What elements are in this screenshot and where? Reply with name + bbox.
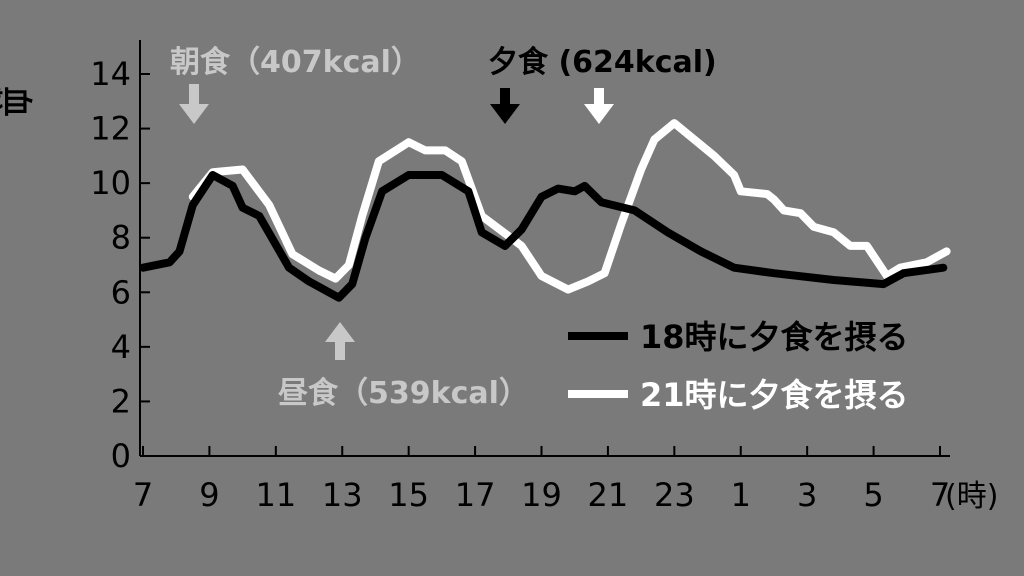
x-tick-label: 17 xyxy=(455,476,496,514)
series-18-line xyxy=(139,171,948,302)
y-tick-label: 14 xyxy=(90,55,131,93)
y-axis-label: 血糖値（mmol/L） xyxy=(0,81,33,118)
x-tick-label: 1 xyxy=(731,476,751,514)
x-tick-label: 7 xyxy=(930,476,950,514)
dinner-18-arrow-icon xyxy=(490,88,520,124)
legend-label-21: 21時に夕食を摂る xyxy=(640,376,909,414)
y-tick-label: 12 xyxy=(90,110,131,148)
y-tick-label: 8 xyxy=(111,219,131,257)
y-tick-label: 6 xyxy=(111,273,131,311)
x-tick-label: 3 xyxy=(797,476,817,514)
legend-label-18: 18時に夕食を摂る xyxy=(640,318,909,356)
x-tick-label: 21 xyxy=(588,476,629,514)
x-ticks: 7 9 11 13 15 17 19 21 23 1 3 5 7 xyxy=(133,446,950,514)
series-21-line xyxy=(188,119,951,294)
x-tick-label: 7 xyxy=(133,476,153,514)
y-ticks: 0 2 4 6 8 10 12 14 xyxy=(90,55,150,475)
y-tick-label: 4 xyxy=(111,328,131,366)
lunch-arrow-icon xyxy=(325,322,355,360)
x-tick-label: 13 xyxy=(322,476,363,514)
x-tick-label: 23 xyxy=(654,476,695,514)
dinner-label: 夕食 (624kcal) xyxy=(488,45,717,80)
dinner-21-arrow-icon xyxy=(584,88,614,124)
y-tick-label: 10 xyxy=(90,164,131,202)
x-tick-label: 19 xyxy=(521,476,562,514)
x-tick-label: 9 xyxy=(199,476,219,514)
x-tick-label: 15 xyxy=(388,476,429,514)
lunch-label: 昼食（539kcal） xyxy=(278,376,529,411)
x-tick-label: 11 xyxy=(255,476,296,514)
breakfast-label: 朝食（407kcal） xyxy=(170,45,421,80)
legend: 18時に夕食を摂る 21時に夕食を摂る xyxy=(568,318,909,414)
breakfast-arrow-icon xyxy=(179,84,209,124)
y-tick-label: 0 xyxy=(111,437,131,475)
x-tick-label: 5 xyxy=(863,476,883,514)
y-tick-label: 2 xyxy=(111,382,131,420)
series-layer xyxy=(139,119,951,302)
x-unit-label: (時) xyxy=(945,479,998,514)
